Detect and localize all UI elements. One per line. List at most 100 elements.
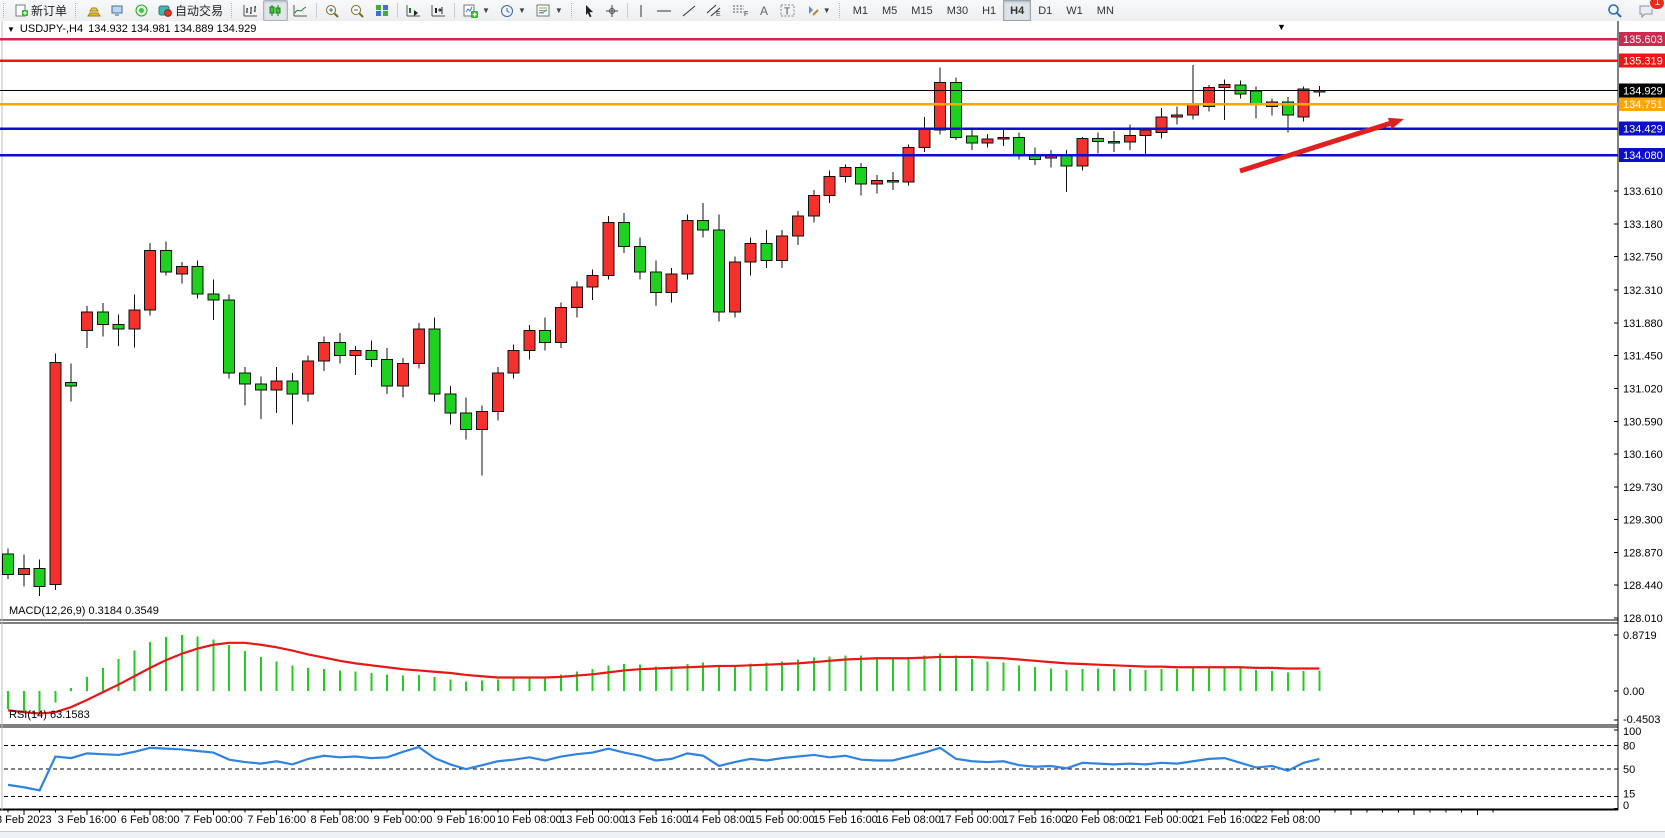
svg-text:129.300: 129.300	[1623, 515, 1663, 527]
svg-text:9 Feb 16:00: 9 Feb 16:00	[437, 814, 496, 826]
price-axis[interactable]: 133.610 133.180 132.750 132.310 131.880 131.4…	[1614, 186, 1663, 625]
svg-text:131.020: 131.020	[1623, 383, 1663, 395]
candle	[65, 381, 78, 387]
trendline-tool-button[interactable]	[677, 0, 701, 21]
candlestick-chart-button[interactable]	[263, 0, 289, 21]
tile-windows-icon	[375, 4, 389, 17]
new-order-button[interactable]: 新订单	[10, 0, 72, 21]
toolbar-grip[interactable]	[75, 3, 79, 18]
vertical-line-tool-button[interactable]	[631, 0, 651, 21]
price-label-box	[1619, 83, 1665, 98]
svg-text:13 Feb 00:00: 13 Feb 00:00	[560, 814, 625, 826]
terminals-button[interactable]	[106, 0, 130, 21]
text-label-tool-button[interactable]: T	[775, 0, 800, 21]
signals-button[interactable]	[130, 0, 153, 21]
toolbar-grip[interactable]	[570, 3, 575, 18]
market-watch-button[interactable]	[82, 0, 106, 21]
price-label-box	[1619, 97, 1665, 112]
monitor-icon	[111, 5, 125, 17]
candle	[223, 299, 236, 374]
zoom-in-button[interactable]	[320, 0, 345, 21]
svg-text:3 Feb 2023: 3 Feb 2023	[0, 814, 52, 826]
candle	[81, 311, 93, 332]
indicators-button[interactable]: ▼	[458, 0, 495, 21]
zoom-out-button[interactable]	[345, 0, 370, 21]
candlestick-chart-icon	[268, 4, 283, 17]
horizontal-line-tool-button[interactable]	[651, 0, 677, 21]
crosshair-tool-button[interactable]	[600, 0, 624, 21]
svg-text:128.870: 128.870	[1623, 547, 1663, 559]
line-chart-button[interactable]	[288, 0, 313, 21]
bar-chart-button[interactable]	[238, 0, 263, 21]
rsi-indicator-label: RSI(14) 63.1583	[9, 709, 90, 721]
notification-badge: 1	[1649, 0, 1665, 10]
add-indicator-icon	[463, 4, 479, 18]
candle	[1250, 90, 1263, 105]
candle	[2, 553, 14, 576]
timeframe-button-M5[interactable]: M5	[882, 4, 898, 17]
timeframe-button-M15[interactable]: M15	[911, 4, 933, 17]
candle	[823, 176, 836, 197]
candle	[807, 195, 820, 217]
auto-scroll-button[interactable]	[401, 0, 426, 21]
svg-text:130.590: 130.590	[1623, 416, 1663, 428]
timeframe-button-W1[interactable]: W1	[1066, 4, 1083, 17]
candle	[728, 261, 741, 313]
trend-arrow-annotation[interactable]	[1239, 117, 1404, 174]
search-button[interactable]	[1602, 0, 1627, 21]
svg-text:13 Feb 16:00: 13 Feb 16:00	[623, 814, 688, 826]
svg-text:F: F	[744, 11, 748, 17]
timeframe-button-M30[interactable]: M30	[946, 4, 969, 17]
svg-text:T: T	[784, 7, 790, 18]
auto-trading-button[interactable]: 自动交易	[153, 0, 228, 21]
candle	[1076, 137, 1089, 167]
candle	[697, 220, 710, 231]
candle	[649, 271, 662, 293]
svg-text:134.751: 134.751	[1623, 99, 1663, 111]
candle	[128, 309, 141, 330]
signal-icon	[135, 4, 148, 17]
tile-windows-button[interactable]	[370, 0, 394, 21]
svg-text:17 Feb 16:00: 17 Feb 16:00	[1003, 814, 1068, 826]
timeframe-button-H4[interactable]: H4	[1003, 0, 1032, 21]
toolbar-separator	[454, 3, 456, 18]
chart-window[interactable]: 133.610 133.180 132.750 132.310 131.880 131.4…	[0, 21, 1665, 838]
timeframe-button-MN[interactable]: MN	[1096, 4, 1114, 17]
fibonacci-tool-button[interactable]: F	[727, 0, 753, 21]
zoom-out-icon	[350, 4, 365, 18]
templates-button[interactable]: ▼	[531, 0, 568, 21]
shapes-tool-button[interactable]: ▼	[800, 0, 836, 21]
candle	[871, 179, 883, 185]
toolbar-grip[interactable]	[838, 3, 843, 18]
text-tool-button[interactable]: A	[753, 0, 775, 21]
time-axis[interactable]: 3 Feb 2023 3 Feb 16:00 6 Feb 08:00 7 Feb 00…	[0, 810, 1494, 826]
toolbar-grip[interactable]	[3, 3, 7, 18]
cursor-tool-button[interactable]	[578, 0, 600, 21]
price-label-box	[1619, 53, 1665, 68]
dropdown-caret-icon: ▼	[822, 6, 831, 15]
notifications-button[interactable]: 1	[1633, 0, 1665, 21]
candle	[902, 147, 915, 183]
chart-shift-button[interactable]	[426, 0, 451, 21]
candle	[1281, 101, 1294, 116]
candle	[349, 349, 362, 357]
chart-canvas[interactable]: 133.610 133.180 132.750 132.310 131.880 131.4…	[0, 21, 1665, 838]
candle	[681, 220, 694, 275]
timeframe-button-D1[interactable]: D1	[1038, 4, 1053, 17]
svg-text:132.750: 132.750	[1623, 252, 1663, 264]
symbol-dropdown-icon[interactable]: ▼	[7, 24, 15, 34]
svg-text:15: 15	[1623, 789, 1635, 801]
candle	[270, 380, 283, 391]
timeframe-button-H1[interactable]: H1	[982, 4, 997, 17]
symbol-period-label: USDJPY-,H4	[19, 23, 84, 35]
periods-button[interactable]: ▼	[495, 0, 531, 21]
toolbar-grip[interactable]	[231, 3, 235, 18]
svg-text:3 Feb 16:00: 3 Feb 16:00	[58, 814, 117, 826]
svg-text:-0.4503: -0.4503	[1623, 714, 1660, 726]
candle	[49, 362, 62, 585]
channel-tool-button[interactable]: E	[701, 0, 727, 21]
candle	[950, 82, 962, 139]
candle	[981, 138, 994, 144]
candle	[191, 265, 204, 295]
timeframe-button-M1[interactable]: M1	[852, 4, 868, 17]
